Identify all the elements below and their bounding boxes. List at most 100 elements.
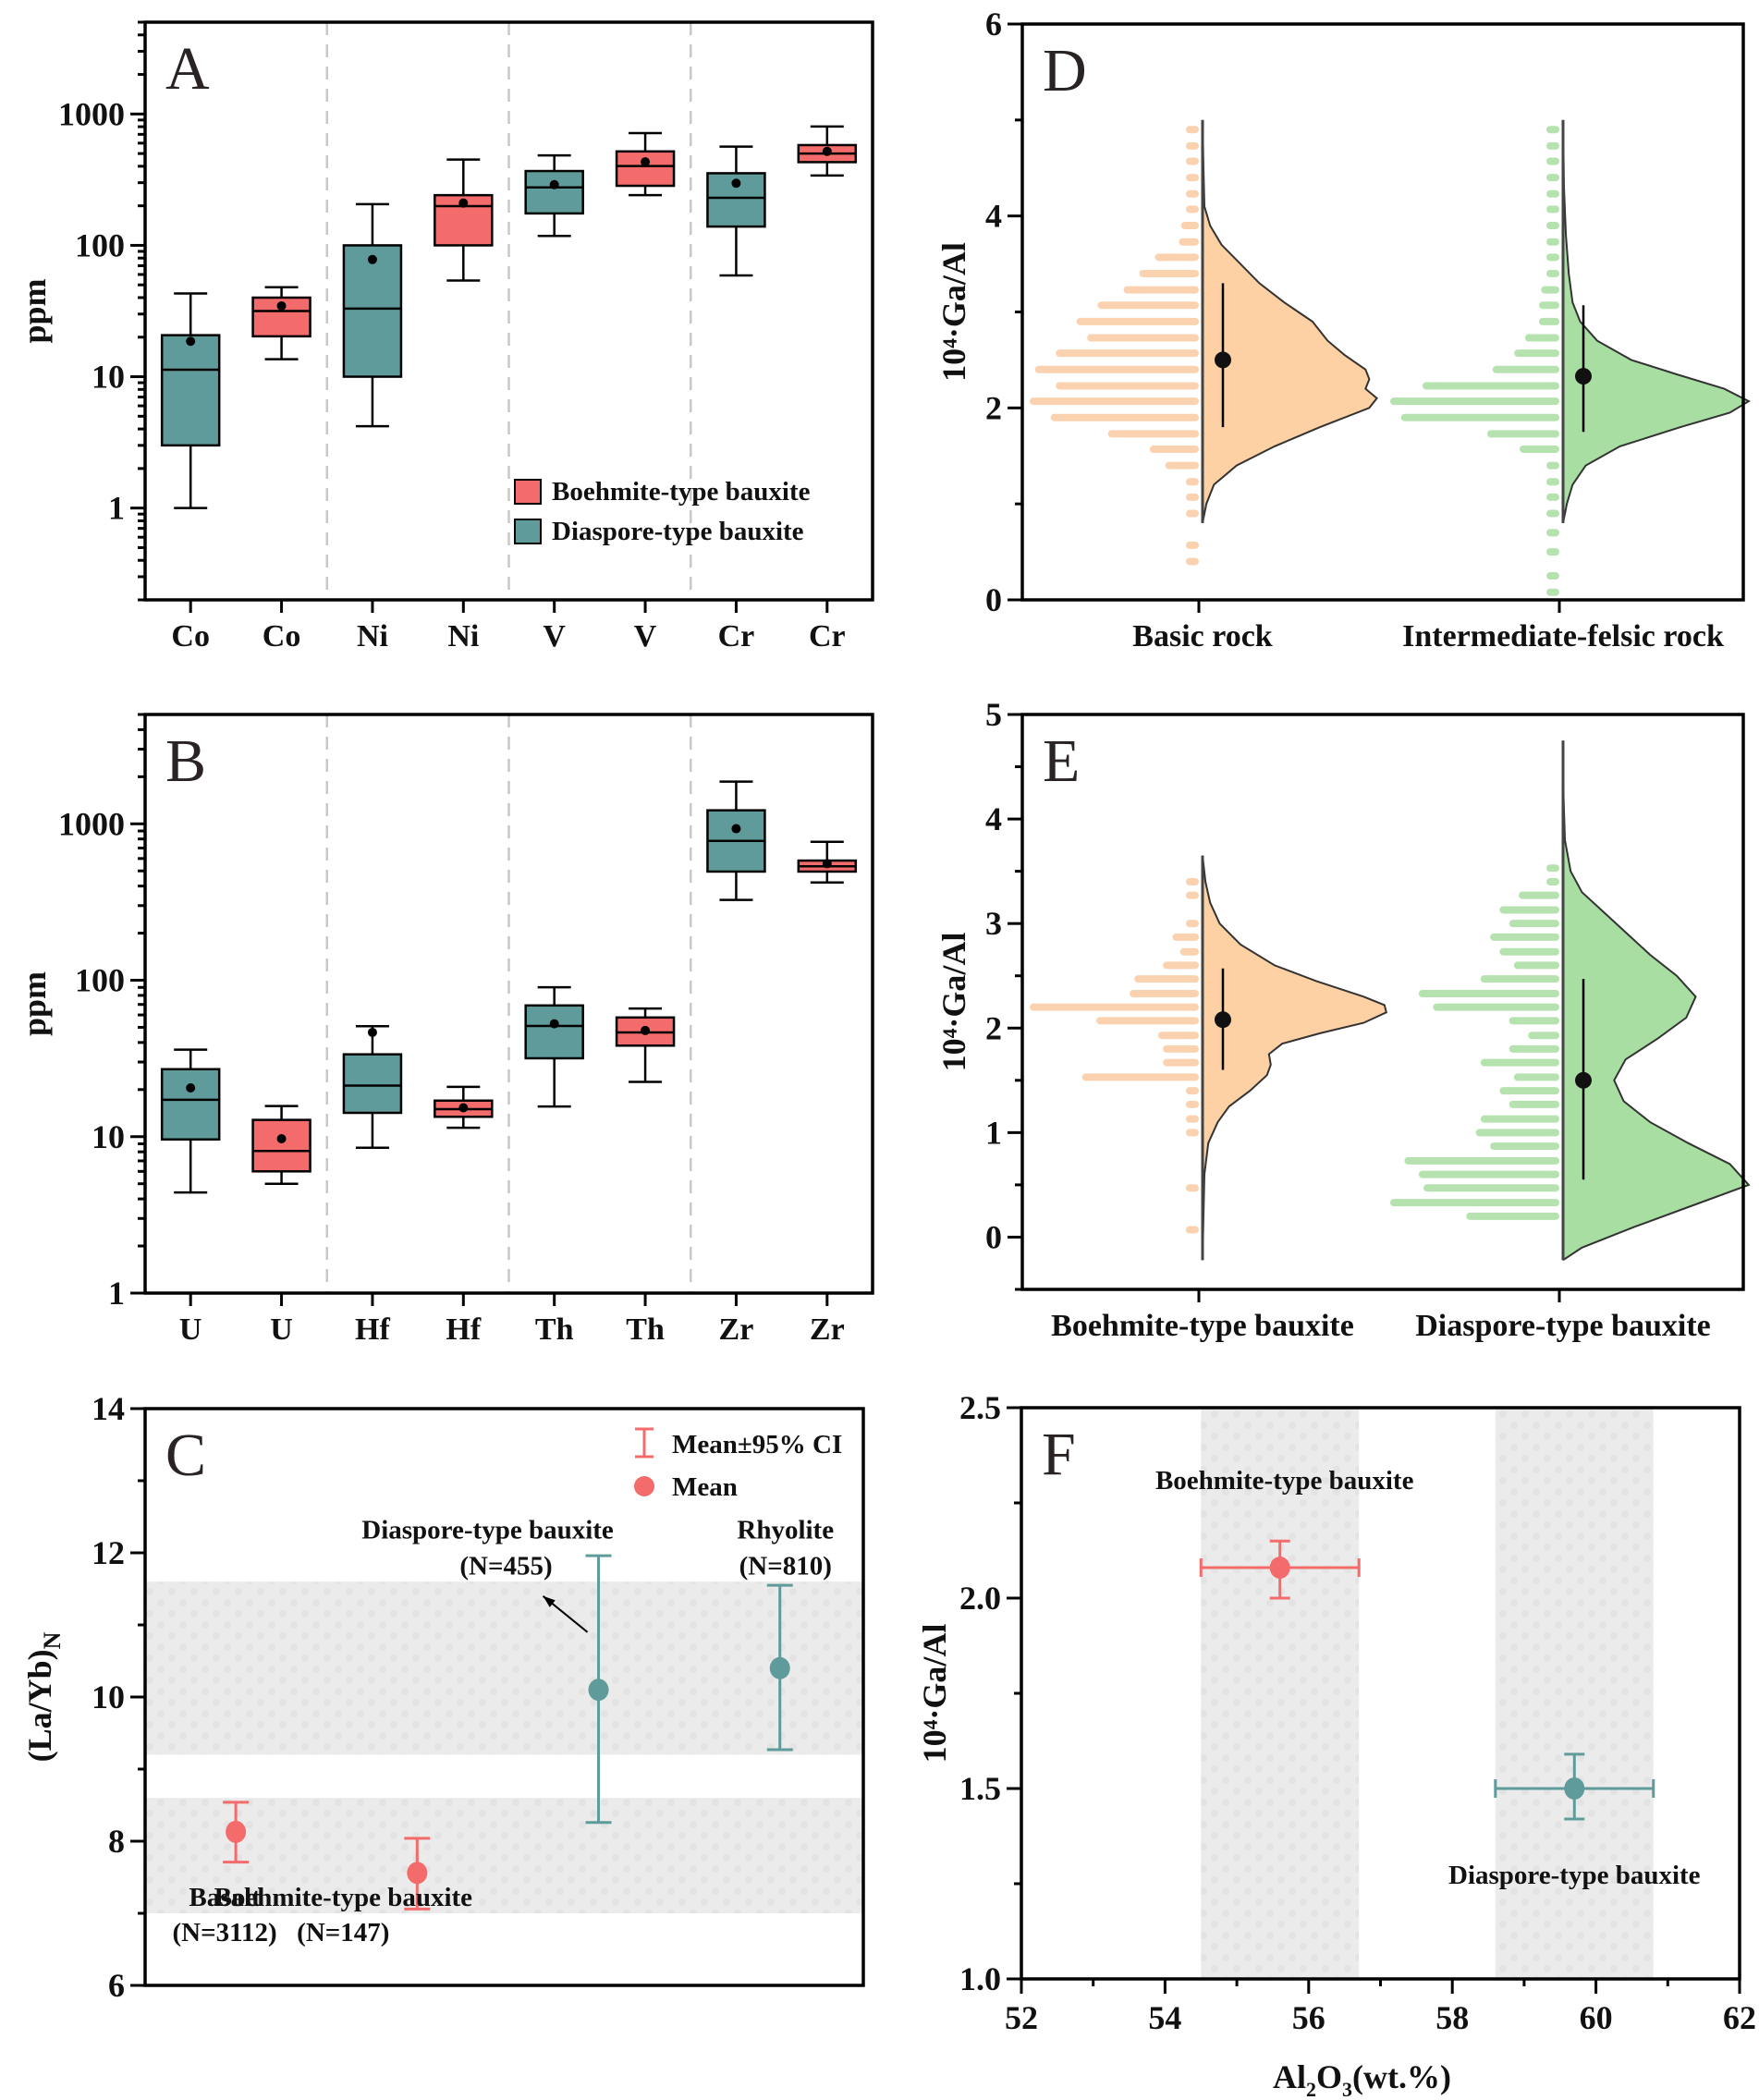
x-axis-title-part: (wt.%) bbox=[1352, 2058, 1451, 2095]
box-u-boehmite bbox=[251, 1105, 311, 1185]
violin-density bbox=[1203, 119, 1377, 523]
panel-c: 6 8 10 12 14 (La/Yb)N Basalt (N=3112) Boehmite-t… bbox=[21, 1390, 865, 2004]
x-tick-label: Co bbox=[171, 619, 210, 653]
y-tick-label: 12 bbox=[92, 1534, 125, 1571]
y-axis-title: ppm bbox=[16, 278, 53, 343]
violin-density bbox=[1563, 119, 1749, 523]
mean-marker bbox=[226, 1820, 247, 1843]
x-tick-label: Boehmite-type bauxite bbox=[1051, 1309, 1354, 1343]
y-tick-label: 1000 bbox=[58, 95, 125, 132]
mean-marker bbox=[1215, 351, 1231, 369]
legend: Mean±95% CI Mean bbox=[634, 1427, 842, 1502]
x-tick-label: Hf bbox=[446, 1312, 481, 1347]
box-mean bbox=[367, 1027, 377, 1037]
box-iqr bbox=[251, 1118, 311, 1173]
box-hf-boehmite bbox=[434, 1085, 494, 1129]
x-tick-label: Intermediate-felsic rock bbox=[1402, 619, 1724, 653]
point-label: Boehmite-type bauxite bbox=[1155, 1466, 1414, 1496]
shaded-band bbox=[1201, 1408, 1360, 1979]
y-tick-label: 6 bbox=[985, 6, 1002, 43]
x-tick-label: 60 bbox=[1580, 1999, 1613, 2036]
y-tick-label: 10 bbox=[92, 359, 125, 396]
panel-label: B bbox=[165, 727, 206, 795]
x-tick-label: 54 bbox=[1148, 1999, 1181, 2036]
mean-marker bbox=[1215, 1011, 1231, 1029]
box-mean bbox=[367, 254, 377, 264]
y-tick-label: 3 bbox=[985, 905, 1002, 942]
box-mean bbox=[731, 178, 741, 189]
panel-d: 0 2 4 6 10⁴·Ga/Al Basic rock Intermediate-fels… bbox=[935, 6, 1751, 653]
box-iqr bbox=[524, 169, 584, 215]
box-cr-boehmite bbox=[797, 125, 858, 177]
x-tick-label: Th bbox=[626, 1312, 665, 1347]
panel-a: 1 10 100 1000 ppm Co Co Ni Ni V V Cr Cr A Boehmite-typ… bbox=[16, 20, 874, 653]
x-tick-label: Hf bbox=[355, 1312, 390, 1347]
x-tick-label: 52 bbox=[1005, 1999, 1038, 2036]
y-tick-label: 4 bbox=[985, 198, 1002, 235]
y-tick-label: 5 bbox=[985, 696, 1002, 733]
x-tick-label: 56 bbox=[1292, 1999, 1325, 2036]
box-mean bbox=[549, 1019, 559, 1029]
y-tick-label: 14 bbox=[92, 1390, 125, 1427]
violin-density bbox=[1203, 855, 1386, 1261]
mean-marker bbox=[1269, 1557, 1290, 1580]
x-axis-title: Al2O3(wt.%) bbox=[1273, 2058, 1451, 2100]
x-tick-label: V bbox=[634, 619, 657, 653]
y-tick-label: 1000 bbox=[58, 805, 125, 842]
annotation-n: (N=147) bbox=[297, 1918, 389, 1947]
box-mean bbox=[186, 336, 196, 347]
box-mean bbox=[822, 859, 832, 869]
legend: Boehmite-type bauxite Diaspore-type bauxi… bbox=[514, 477, 811, 546]
box-iqr bbox=[615, 150, 676, 188]
box-mean bbox=[458, 198, 469, 208]
y-tick-label: 0 bbox=[985, 581, 1002, 618]
y-tick-label: 2 bbox=[985, 389, 1002, 426]
panel-label: A bbox=[165, 35, 210, 103]
violin-density bbox=[1563, 740, 1749, 1261]
box-iqr bbox=[342, 244, 403, 378]
y-tick-label: 0 bbox=[985, 1218, 1002, 1255]
y-tick-label: 100 bbox=[75, 226, 125, 263]
violin-outline bbox=[1202, 119, 1378, 524]
panel-e: 0 1 2 3 4 5 10⁴·Ga/Al Boehmite-type bauxite Dias… bbox=[935, 696, 1751, 1343]
y-axis-title-main: (La/Yb) bbox=[21, 1649, 58, 1762]
box-mean bbox=[822, 146, 832, 156]
x-tick-label: Zr bbox=[719, 1312, 754, 1347]
annotation-n: (N=455) bbox=[459, 1551, 552, 1581]
point-label: Diaspore-type bauxite bbox=[1448, 1861, 1701, 1890]
panel-b: 1 10 100 1000 ppm U U Hf Hf Th Th Zr Zr B bbox=[16, 713, 874, 1347]
panel-label: E bbox=[1043, 727, 1080, 795]
x-tick-label: Diaspore-type bauxite bbox=[1415, 1309, 1711, 1343]
point-diaspore-type-bauxite bbox=[1494, 1752, 1655, 1821]
box-mean bbox=[186, 1083, 196, 1093]
box-mean bbox=[641, 157, 651, 167]
annotation-label: Diaspore-type bauxite bbox=[361, 1515, 614, 1544]
y-axis-title-subscript: N bbox=[39, 1631, 66, 1649]
box-iqr bbox=[160, 1068, 221, 1142]
mean-marker bbox=[588, 1679, 609, 1702]
x-tick-label: U bbox=[270, 1312, 293, 1347]
x-tick-label: 58 bbox=[1435, 1999, 1469, 2036]
box-iqr bbox=[524, 1004, 584, 1060]
box-co-boehmite bbox=[251, 286, 311, 360]
violin-boehmite-type-bauxite bbox=[1030, 855, 1387, 1261]
point-basalt bbox=[223, 1801, 250, 1864]
shaded-band bbox=[145, 1798, 863, 1913]
mean-marker bbox=[1575, 368, 1592, 385]
y-tick-label: 2 bbox=[985, 1009, 1002, 1046]
point-boehmite-type-bauxite bbox=[404, 1837, 431, 1911]
shaded-band bbox=[1495, 1408, 1654, 1979]
y-tick-label: 2.5 bbox=[959, 1389, 1001, 1426]
point-boehmite-type-bauxite bbox=[1199, 1539, 1361, 1600]
y-tick-label: 1 bbox=[108, 1275, 125, 1312]
legend-dot-icon bbox=[634, 1476, 654, 1496]
box-mean bbox=[458, 1103, 469, 1113]
y-tick-label: 2.0 bbox=[959, 1580, 1001, 1617]
x-tick-label: Cr bbox=[718, 619, 755, 653]
box-v-boehmite bbox=[615, 131, 676, 197]
annotation-label: Rhyolite bbox=[737, 1515, 834, 1544]
legend-label: Mean bbox=[672, 1472, 738, 1502]
x-tick-label: Co bbox=[263, 619, 301, 653]
legend-label: Boehmite-type bauxite bbox=[552, 477, 811, 507]
box-cr-diaspore bbox=[706, 145, 766, 277]
